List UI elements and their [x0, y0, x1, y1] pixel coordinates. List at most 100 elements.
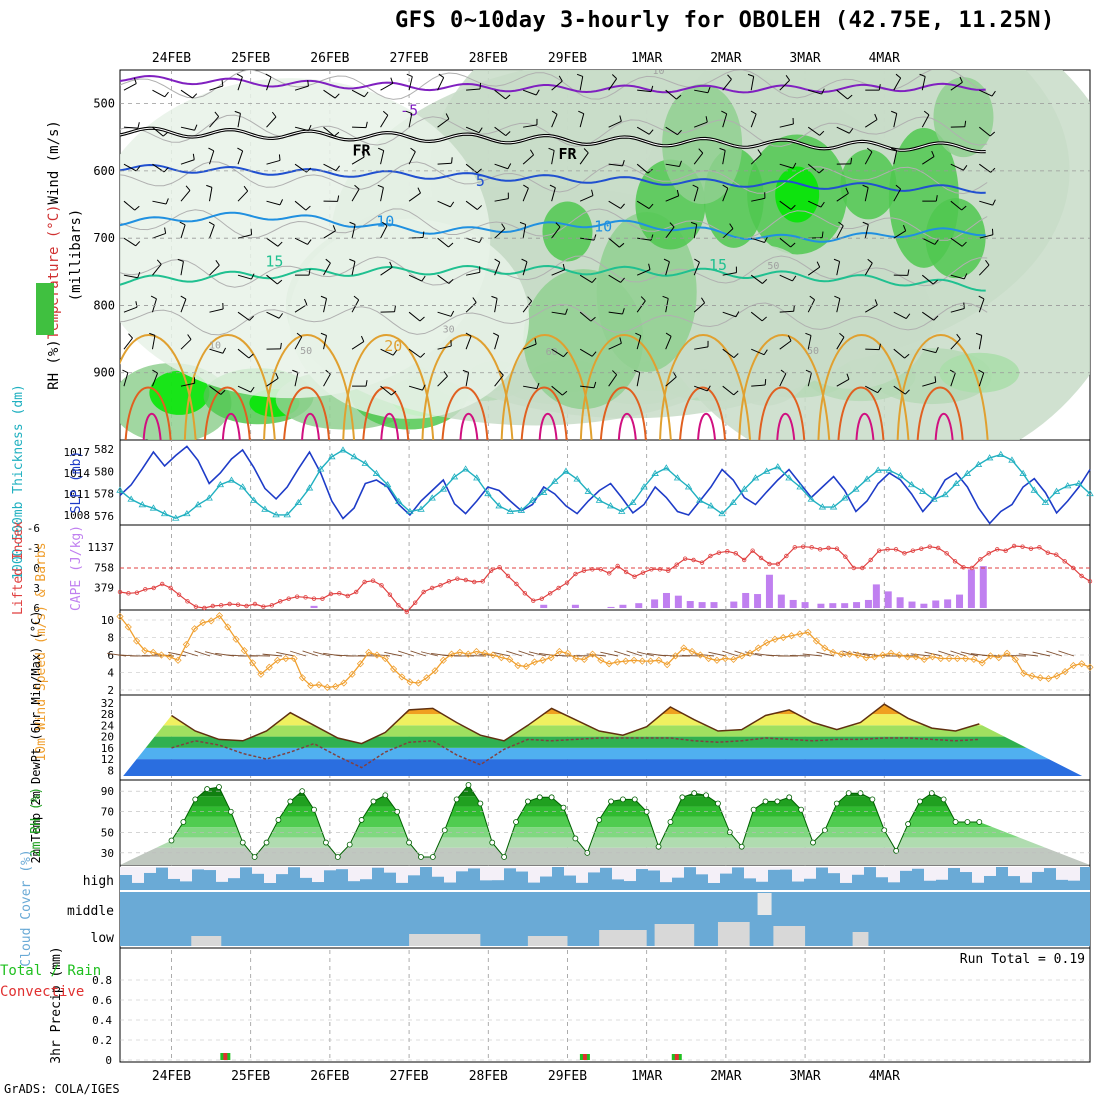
cloud-level-label: middle [67, 904, 114, 919]
wind-speed-point [1078, 660, 1086, 668]
cloud-high-gap [648, 867, 660, 871]
cloud-low-block [191, 936, 222, 946]
rh-point [940, 796, 947, 803]
temp-axis-label: 2m Temp 2m DewPt (6hr Min/Max) (°C) [29, 611, 43, 864]
wind-barb-flag [325, 369, 331, 375]
thickness-point [294, 498, 303, 505]
wind-barb [209, 224, 215, 239]
wind-barb [209, 85, 224, 91]
temp-line [171, 703, 980, 745]
lifted-index-point [935, 545, 941, 551]
wind-barb-flag [478, 127, 483, 133]
wind-barb [693, 152, 704, 165]
surface-wind-barb [194, 650, 211, 657]
wind-barb-flag [862, 221, 869, 225]
wind-barb-flag [764, 236, 768, 243]
cape-bar [884, 591, 892, 608]
rh-point [762, 798, 769, 805]
wind-barb-flag [275, 372, 279, 379]
wind-barb-flag [353, 295, 360, 301]
wind-speed-point [390, 665, 398, 673]
wind-barb [750, 311, 763, 322]
chart-title: GFS 0~10day 3-hourly for OBOLEH (42.75E,… [395, 8, 1055, 33]
date-label-bottom: 24FEB [152, 1069, 191, 1084]
cloud-axis-label: Cloud Cover (%) [19, 849, 34, 966]
cape-bar [698, 602, 706, 608]
wind-barb-flag [935, 195, 938, 202]
wind-barb [437, 274, 450, 284]
wind-barb [807, 299, 816, 313]
cape-bar [956, 594, 964, 608]
wind-barb [494, 198, 509, 202]
rh-point [216, 784, 222, 790]
lifted-index-point [708, 553, 713, 559]
thickness-point [562, 467, 570, 474]
slp-tick: 1011 [64, 488, 91, 501]
slp-tick: 1008 [64, 509, 91, 522]
thickness-point [997, 450, 1005, 457]
thickness-point [305, 484, 314, 491]
cloud-high-gap [576, 867, 588, 883]
wind-barb [523, 385, 537, 390]
wind-speed-point [688, 647, 696, 656]
cloud-high-gap [504, 867, 516, 869]
run-total: Run Total = 0.19 [960, 952, 1085, 967]
surface-wind-barb [636, 651, 655, 657]
rh-point [382, 792, 389, 799]
wind-barb [551, 348, 564, 358]
wind-barb [608, 78, 618, 91]
lifted-index-point [851, 565, 857, 571]
surface-wind-barb [790, 655, 811, 657]
panel-frame-H [119, 947, 1091, 1063]
wind-barb [608, 237, 620, 248]
lifted-index-point [117, 589, 123, 595]
thickness-point [506, 507, 514, 514]
precip-tick: 0.8 [92, 974, 112, 987]
lifted-index-point [590, 567, 595, 572]
wind-barb-flag [593, 234, 597, 241]
li-tick: 0 [33, 562, 40, 575]
li-tick: 3 [33, 582, 40, 595]
wind-barb-flag [551, 110, 558, 115]
cloud-high-gap [972, 867, 984, 883]
lifted-index-point [522, 591, 528, 596]
thickness-point [328, 453, 336, 460]
wind-barb [323, 163, 337, 172]
wind-barb-flag [790, 204, 796, 210]
wind-barb-flag [662, 295, 669, 299]
wind-barb-flag [648, 129, 654, 135]
wind-barb [779, 274, 793, 282]
thickness-point [662, 464, 671, 471]
wind-barb-flag [206, 184, 213, 188]
wind-barb-flag [521, 258, 528, 263]
wind-barb-flag [165, 198, 169, 205]
isotherm-20 [120, 334, 197, 440]
wind-barb-flag [377, 147, 384, 152]
wind-barb-flag [665, 332, 672, 337]
wind-barb-flag [679, 160, 682, 167]
wind-speed-point [870, 653, 879, 661]
lifted-index-point [860, 565, 865, 571]
cape-bar [864, 599, 872, 608]
wind-barb-flag [555, 222, 561, 228]
temp-tick: 12 [101, 753, 114, 766]
wind-barb [152, 232, 166, 239]
wind-barb [123, 126, 138, 129]
lifted-index-point [657, 567, 663, 572]
wind-barb-flag [354, 184, 360, 190]
cloud-high-gap [132, 867, 144, 883]
wind-barb-flag [934, 239, 939, 245]
wind-barb [579, 113, 585, 128]
wind-barb-flag [421, 275, 426, 282]
wind-barb [494, 261, 501, 276]
wind-barb-flag [961, 241, 967, 247]
lifted-index-point [429, 585, 435, 591]
wind-speed-point [406, 678, 414, 686]
lifted-index-point [927, 544, 932, 549]
lifted-index-point [235, 602, 241, 607]
wind-speed-point [754, 644, 762, 652]
cloud-high-gap [852, 867, 864, 875]
thickness-point [417, 505, 425, 512]
lifted-index-point [480, 579, 485, 584]
isotherm-30 [301, 412, 321, 440]
